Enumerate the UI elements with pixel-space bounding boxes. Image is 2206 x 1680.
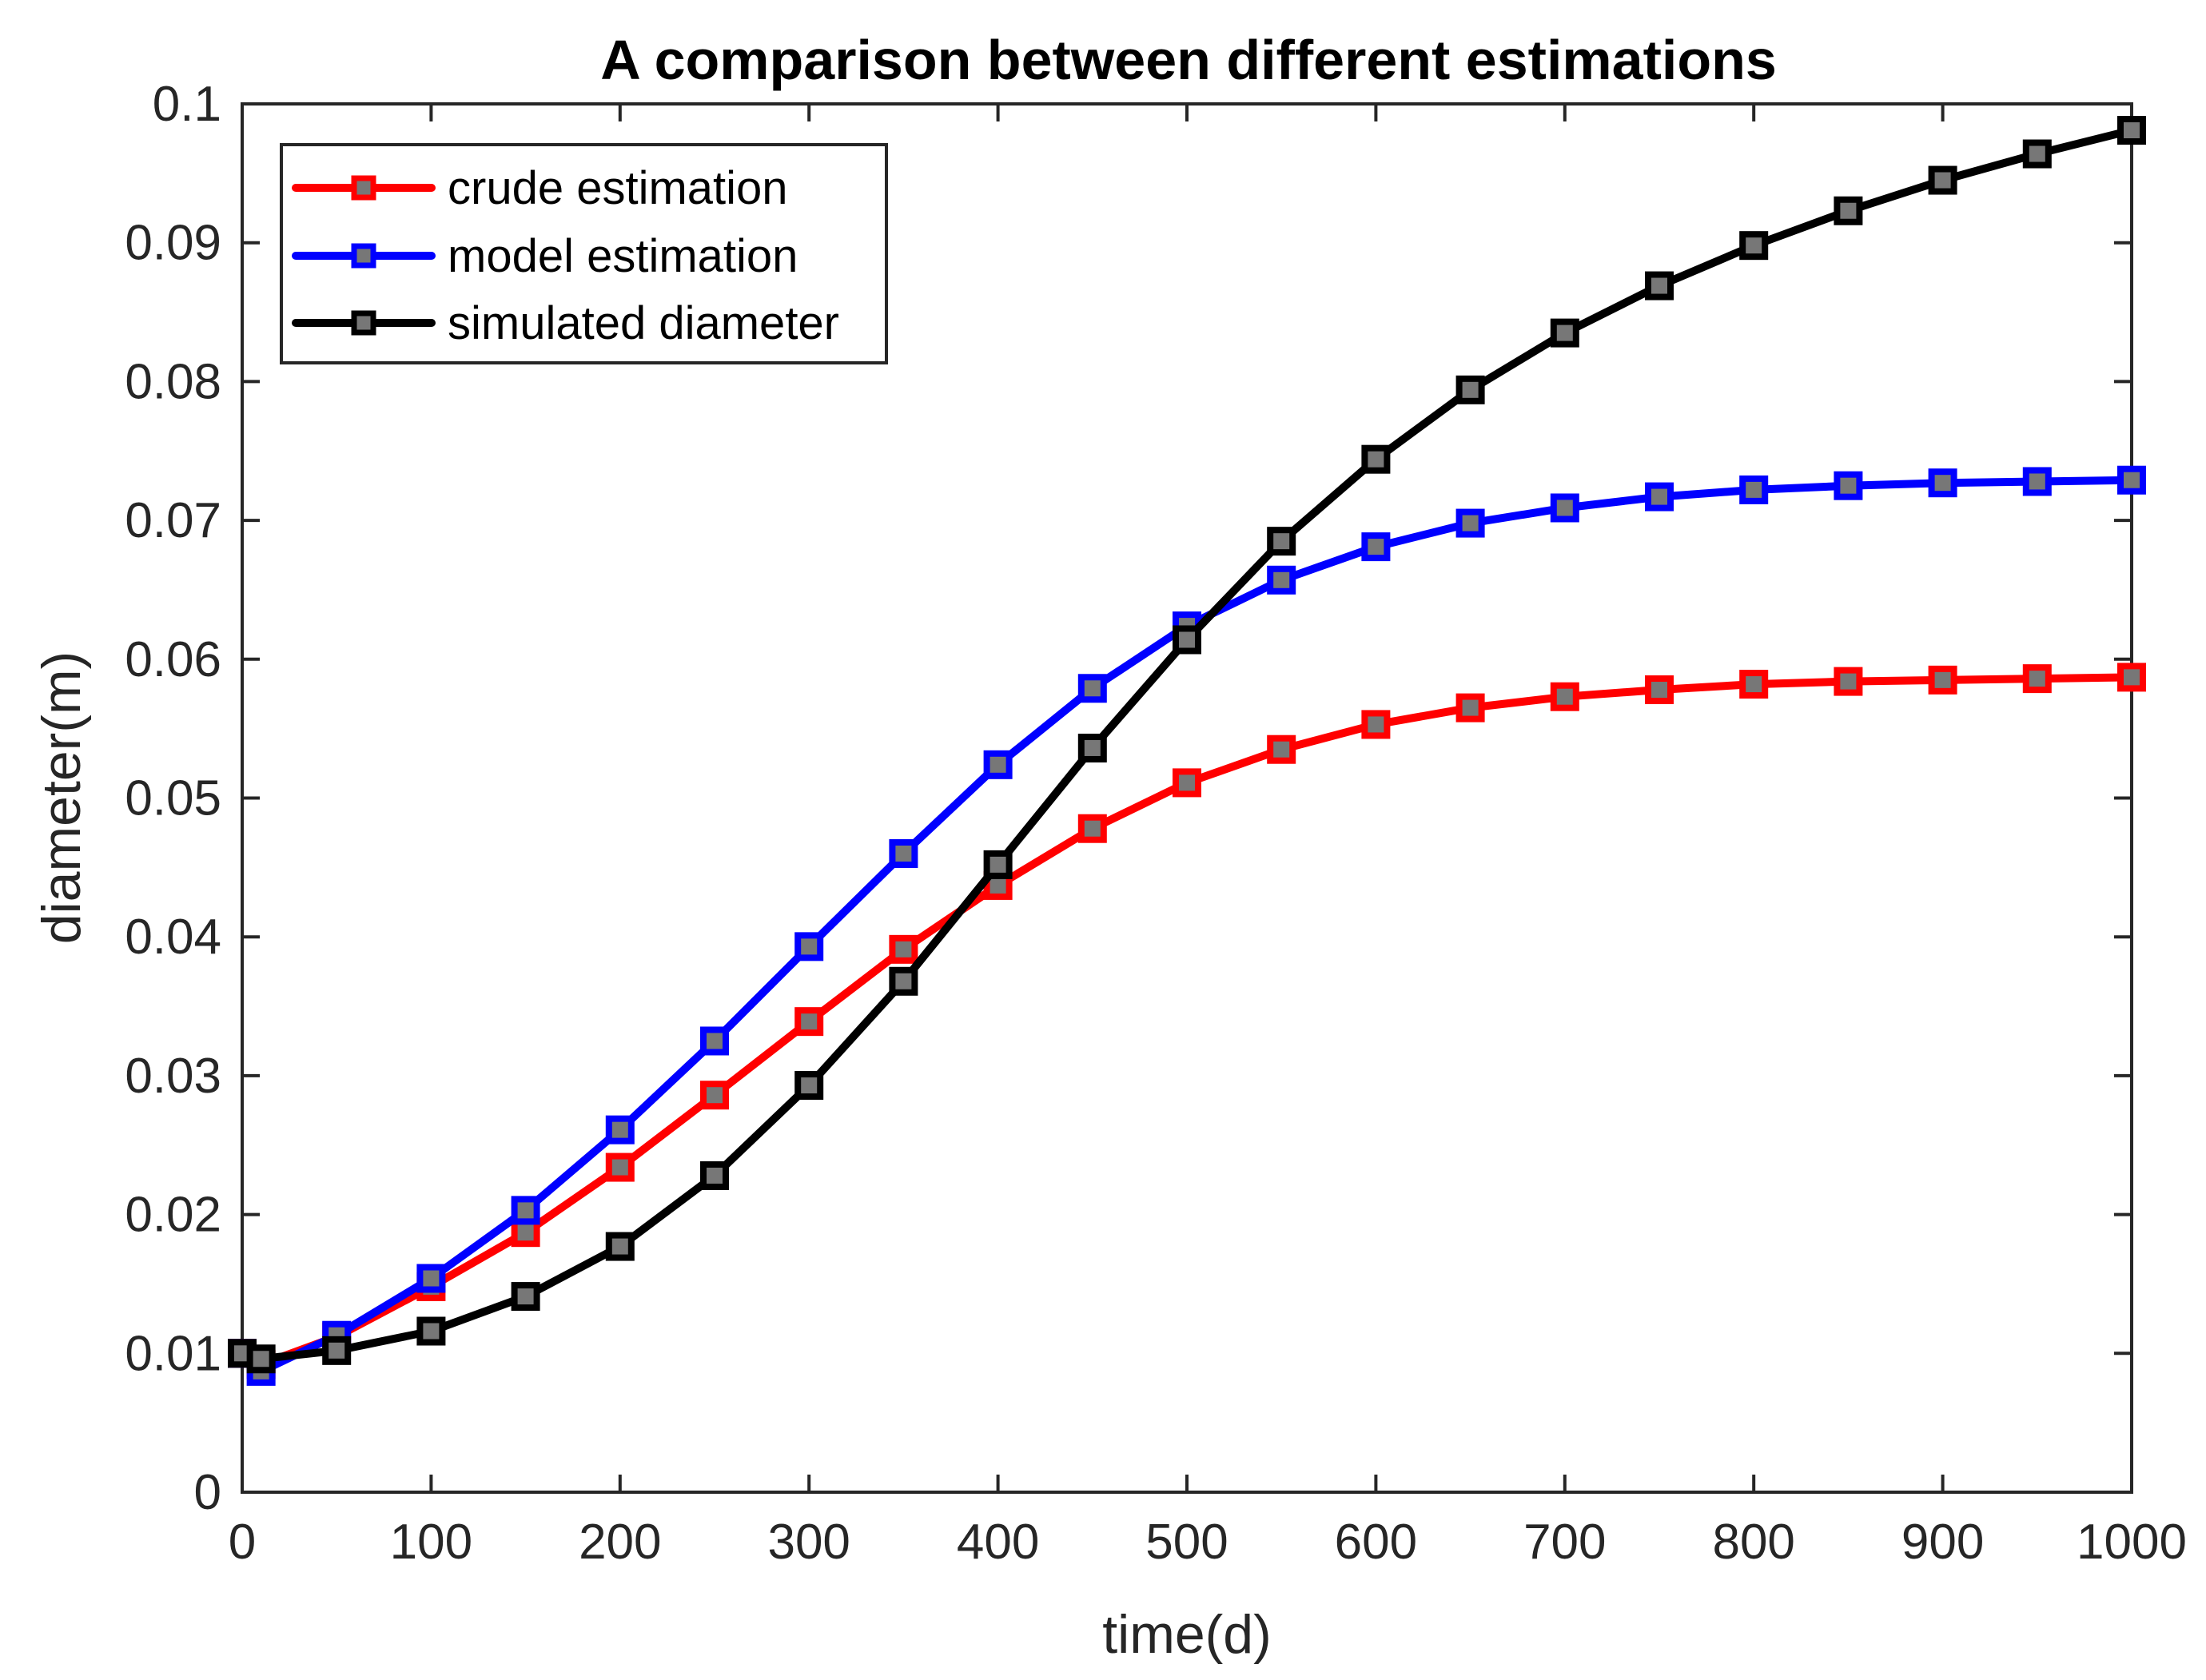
y-tick-label: 0.02 — [125, 1188, 221, 1243]
data-point — [700, 1026, 729, 1056]
legend-entry: model estimation — [292, 230, 798, 282]
data-point — [1739, 670, 1769, 699]
data-point — [1928, 468, 1957, 498]
x-tick-label: 900 — [1901, 1515, 1984, 1570]
data-point — [889, 838, 918, 868]
data-point — [1928, 165, 1957, 195]
data-point — [1077, 814, 1107, 843]
series-simulated-diameter — [228, 116, 2146, 1374]
data-point — [605, 1232, 635, 1261]
data-point — [794, 1007, 824, 1037]
legend-marker-swatch — [351, 175, 376, 201]
y-tick-label: 0.06 — [125, 632, 221, 687]
data-point — [1550, 318, 1579, 348]
data-point — [2117, 465, 2146, 495]
legend: crude estimation model estimation simulate… — [280, 143, 888, 364]
data-point — [1834, 471, 1863, 500]
data-point — [2022, 139, 2052, 169]
y-tick-label: 0.1 — [153, 77, 221, 132]
y-axis: 0 0.01 0.02 0.03 0.04 0.05 0.06 0.07 0.08 0.09 0.1 — [125, 77, 2132, 1520]
data-point — [2117, 116, 2146, 145]
data-point — [1455, 693, 1485, 723]
data-point — [2117, 663, 2146, 692]
x-axis-label: time(d) — [1102, 1604, 1272, 1665]
data-point — [700, 1081, 729, 1110]
data-point — [794, 932, 824, 961]
data-point — [416, 1264, 446, 1293]
data-point — [889, 966, 918, 996]
data-point — [1267, 527, 1296, 556]
data-point — [983, 750, 1013, 779]
data-point — [700, 1160, 729, 1190]
x-tick-label: 400 — [957, 1515, 1039, 1570]
y-tick-label: 0.09 — [125, 216, 221, 271]
data-point — [1739, 475, 1769, 504]
legend-label: crude estimation — [448, 162, 788, 214]
series-line — [238, 673, 2136, 1369]
x-tick-label: 800 — [1712, 1515, 1794, 1570]
series-line — [238, 476, 2136, 1375]
y-tick-label: 0.05 — [125, 771, 221, 826]
data-point — [1173, 768, 1201, 798]
data-point — [511, 1196, 540, 1225]
x-axis: 0 100 200 300 400 500 600 700 800 900 1000 — [229, 104, 2187, 1570]
data-point — [1267, 735, 1296, 764]
data-point — [1173, 625, 1201, 655]
x-tick-label: 1000 — [2077, 1515, 2187, 1570]
legend-label: model estimation — [448, 230, 798, 282]
data-point — [246, 1344, 276, 1374]
data-point — [1645, 271, 1674, 301]
data-point — [1361, 444, 1391, 474]
legend-label: simulated diameter — [448, 297, 839, 349]
x-tick-label: 100 — [390, 1515, 472, 1570]
data-point — [983, 850, 1013, 879]
data-point — [1455, 375, 1485, 404]
data-point — [1834, 196, 1863, 225]
data-point — [1077, 733, 1107, 762]
data-point — [1267, 565, 1296, 595]
series-line — [238, 126, 2136, 1364]
x-tick-label: 500 — [1145, 1515, 1228, 1570]
data-point — [511, 1282, 540, 1312]
x-tick-label: 0 — [229, 1515, 256, 1570]
data-point — [2022, 467, 2052, 496]
data-point — [1739, 231, 1769, 261]
data-point — [416, 1316, 446, 1346]
data-point — [1645, 482, 1674, 512]
legend-marker-swatch — [351, 310, 376, 336]
x-tick-label: 600 — [1335, 1515, 1417, 1570]
x-tick-label: 200 — [579, 1515, 661, 1570]
data-point — [1550, 682, 1579, 711]
chart-title: A comparison between different estimatio… — [600, 29, 1777, 91]
y-tick-label: 0.07 — [125, 493, 221, 548]
y-axis-label: diameter(m) — [31, 651, 92, 945]
y-tick-label: 0.08 — [125, 354, 221, 409]
x-tick-label: 300 — [767, 1515, 850, 1570]
data-point — [2022, 664, 2052, 694]
data-point — [1928, 665, 1957, 695]
y-tick-label: 0.01 — [125, 1326, 221, 1381]
y-tick-label: 0.04 — [125, 910, 221, 965]
legend-entry: simulated diameter — [292, 297, 839, 349]
data-point — [1550, 493, 1579, 523]
x-tick-label: 700 — [1523, 1515, 1606, 1570]
data-point — [1834, 667, 1863, 696]
data-point — [605, 1115, 635, 1145]
data-point — [794, 1071, 824, 1101]
series-layer — [228, 116, 2146, 1386]
data-point — [1077, 674, 1107, 703]
data-point — [1361, 710, 1391, 739]
data-point — [889, 934, 918, 964]
y-tick-label: 0.03 — [125, 1049, 221, 1104]
data-point — [1361, 532, 1391, 562]
data-point — [322, 1336, 352, 1365]
data-point — [605, 1153, 635, 1182]
data-point — [1645, 675, 1674, 705]
data-point — [1455, 508, 1485, 538]
y-tick-label: 0 — [194, 1465, 221, 1520]
legend-marker-swatch — [351, 243, 376, 269]
legend-entry: crude estimation — [292, 162, 788, 214]
